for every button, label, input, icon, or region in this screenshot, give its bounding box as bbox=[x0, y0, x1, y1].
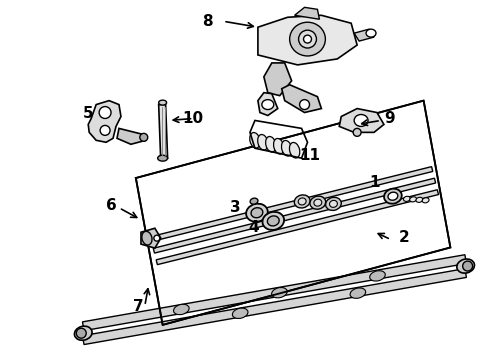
Ellipse shape bbox=[266, 136, 276, 152]
Polygon shape bbox=[156, 190, 439, 265]
Ellipse shape bbox=[268, 216, 279, 226]
Polygon shape bbox=[282, 85, 321, 113]
Ellipse shape bbox=[422, 198, 429, 203]
Ellipse shape bbox=[159, 100, 167, 105]
Ellipse shape bbox=[416, 197, 423, 202]
Ellipse shape bbox=[403, 196, 410, 201]
Ellipse shape bbox=[263, 212, 284, 230]
Polygon shape bbox=[354, 29, 374, 41]
Ellipse shape bbox=[329, 201, 338, 207]
Ellipse shape bbox=[314, 199, 322, 206]
Polygon shape bbox=[150, 167, 433, 242]
Ellipse shape bbox=[298, 30, 317, 48]
Text: 1: 1 bbox=[369, 175, 380, 190]
Ellipse shape bbox=[76, 328, 86, 338]
Text: 2: 2 bbox=[399, 230, 410, 245]
Ellipse shape bbox=[154, 235, 160, 241]
Ellipse shape bbox=[310, 196, 326, 209]
Polygon shape bbox=[258, 15, 357, 65]
Polygon shape bbox=[117, 129, 146, 144]
Ellipse shape bbox=[388, 192, 398, 200]
Text: 10: 10 bbox=[182, 111, 204, 126]
Ellipse shape bbox=[262, 100, 274, 109]
Text: 4: 4 bbox=[248, 220, 259, 235]
Ellipse shape bbox=[232, 308, 248, 319]
Ellipse shape bbox=[350, 288, 366, 298]
Ellipse shape bbox=[384, 189, 402, 204]
Ellipse shape bbox=[158, 155, 168, 161]
Polygon shape bbox=[136, 100, 450, 325]
Ellipse shape bbox=[298, 198, 306, 205]
Ellipse shape bbox=[273, 139, 284, 154]
Ellipse shape bbox=[299, 100, 310, 109]
Ellipse shape bbox=[142, 231, 152, 245]
Ellipse shape bbox=[463, 261, 472, 271]
Ellipse shape bbox=[354, 114, 368, 126]
Text: 7: 7 bbox=[133, 298, 144, 314]
Ellipse shape bbox=[410, 197, 416, 202]
Ellipse shape bbox=[303, 35, 312, 43]
Ellipse shape bbox=[100, 125, 110, 135]
Polygon shape bbox=[82, 269, 466, 345]
Polygon shape bbox=[88, 100, 121, 142]
Ellipse shape bbox=[290, 143, 300, 158]
Polygon shape bbox=[294, 7, 319, 19]
Ellipse shape bbox=[325, 197, 342, 210]
Polygon shape bbox=[264, 63, 292, 96]
Polygon shape bbox=[153, 178, 436, 253]
Ellipse shape bbox=[366, 29, 376, 37]
Text: 5: 5 bbox=[83, 106, 94, 121]
Text: 3: 3 bbox=[230, 200, 241, 215]
Ellipse shape bbox=[290, 22, 325, 56]
Text: 8: 8 bbox=[202, 14, 213, 29]
Ellipse shape bbox=[369, 271, 385, 281]
Ellipse shape bbox=[246, 204, 268, 222]
Ellipse shape bbox=[294, 195, 310, 208]
Ellipse shape bbox=[74, 326, 92, 340]
Ellipse shape bbox=[353, 129, 361, 136]
Ellipse shape bbox=[173, 304, 189, 315]
Ellipse shape bbox=[251, 208, 263, 218]
Text: 11: 11 bbox=[299, 148, 320, 163]
Ellipse shape bbox=[271, 288, 287, 298]
Polygon shape bbox=[339, 109, 384, 132]
Text: 9: 9 bbox=[384, 111, 394, 126]
Ellipse shape bbox=[250, 198, 258, 204]
Ellipse shape bbox=[99, 107, 111, 118]
Ellipse shape bbox=[281, 140, 292, 156]
Ellipse shape bbox=[140, 133, 148, 141]
Ellipse shape bbox=[457, 259, 474, 273]
Polygon shape bbox=[82, 255, 466, 330]
Polygon shape bbox=[159, 105, 168, 158]
Polygon shape bbox=[141, 228, 161, 248]
Ellipse shape bbox=[250, 132, 260, 148]
Ellipse shape bbox=[258, 135, 268, 150]
Polygon shape bbox=[258, 93, 278, 116]
Text: 6: 6 bbox=[106, 198, 117, 213]
